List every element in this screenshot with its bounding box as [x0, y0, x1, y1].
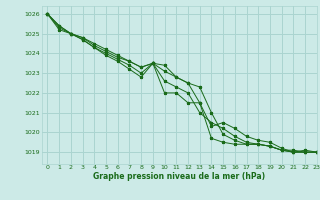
X-axis label: Graphe pression niveau de la mer (hPa): Graphe pression niveau de la mer (hPa)	[93, 172, 265, 181]
